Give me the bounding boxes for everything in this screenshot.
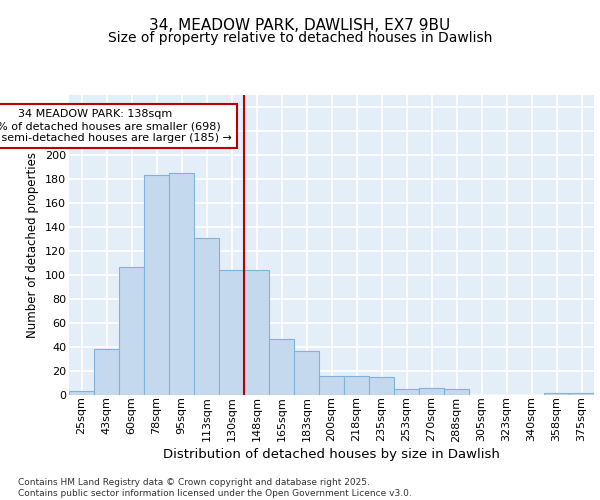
Bar	[319, 376, 344, 395]
X-axis label: Distribution of detached houses by size in Dawlish: Distribution of detached houses by size …	[163, 448, 500, 462]
Bar	[544, 392, 569, 395]
Bar	[394, 389, 419, 395]
Bar	[444, 389, 469, 395]
Bar	[294, 350, 319, 395]
Bar	[244, 270, 269, 395]
Bar	[119, 266, 144, 395]
Bar	[94, 350, 119, 395]
Bar	[269, 338, 294, 395]
Bar	[194, 238, 219, 395]
Bar	[369, 377, 394, 395]
Y-axis label: Number of detached properties: Number of detached properties	[26, 152, 40, 338]
Bar	[344, 376, 369, 395]
Bar	[144, 176, 169, 395]
Bar	[69, 392, 94, 395]
Text: 34, MEADOW PARK, DAWLISH, EX7 9BU: 34, MEADOW PARK, DAWLISH, EX7 9BU	[149, 18, 451, 32]
Text: Size of property relative to detached houses in Dawlish: Size of property relative to detached ho…	[108, 31, 492, 45]
Bar	[569, 392, 594, 395]
Bar	[419, 388, 444, 395]
Text: Contains HM Land Registry data © Crown copyright and database right 2025.
Contai: Contains HM Land Registry data © Crown c…	[18, 478, 412, 498]
Bar	[169, 173, 194, 395]
Bar	[219, 270, 244, 395]
Text: 34 MEADOW PARK: 138sqm
← 79% of detached houses are smaller (698)
21% of semi-de: 34 MEADOW PARK: 138sqm ← 79% of detached…	[0, 110, 232, 142]
